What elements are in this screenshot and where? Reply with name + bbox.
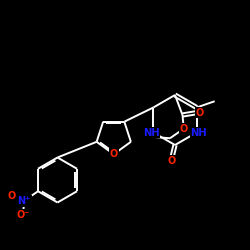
Text: NH: NH xyxy=(143,128,160,138)
Text: O: O xyxy=(110,149,118,159)
Text: O: O xyxy=(167,156,175,166)
Text: O⁻: O⁻ xyxy=(16,210,30,220)
Text: NH: NH xyxy=(190,128,207,138)
Text: N⁺: N⁺ xyxy=(18,196,31,206)
Text: O: O xyxy=(8,191,16,201)
Text: O: O xyxy=(180,124,188,134)
Text: O: O xyxy=(196,108,203,118)
